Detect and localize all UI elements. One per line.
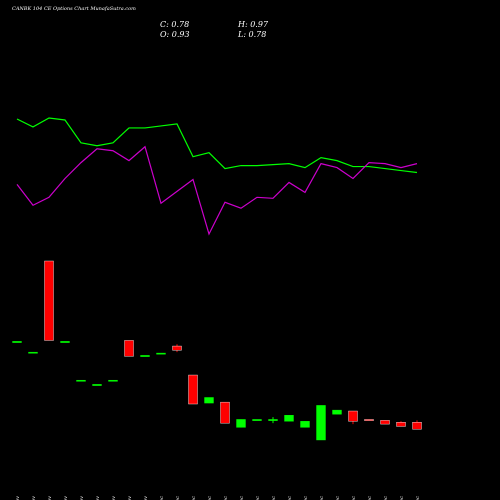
indicator-line [16,117,418,174]
candle-body [12,341,22,343]
candle-body [412,422,422,430]
candle-body [364,419,374,421]
candle-body [252,419,262,421]
x-tick-label: 17 Nov [15,496,21,500]
x-tick-label: 12 Dec [271,496,277,500]
candle-body [284,415,294,422]
candle-body [172,345,182,351]
candle-body [332,409,342,415]
candle-body [268,419,278,421]
candle-body [188,374,198,405]
candle-body [108,379,118,382]
candle-body [76,379,86,382]
candle-body [156,352,166,355]
x-tick-label: 27 Nov [143,496,149,500]
low-label: L: 0.78 [237,30,266,39]
indicator-line [16,145,418,236]
x-tick-label: 25 Nov [111,496,117,500]
high-label: H: 0.97 [237,20,269,29]
candle-body [220,401,230,424]
x-tick-label: 24 Nov [95,496,101,500]
x-tick-label: 02 Dec [175,496,181,500]
open-label: O: 0.93 [160,30,190,39]
x-tick-label: 03 Dec [191,496,197,500]
x-tick-label: 05 Dec [223,496,229,500]
x-tick-label: 15 Dec [287,496,293,500]
x-tick-label: 18 Nov [31,496,37,500]
candle-body [44,260,54,341]
candle-body [300,421,310,428]
candle-body [380,420,390,425]
candle-body [396,422,406,427]
x-tick-label: 24 Dec [399,496,405,500]
candle-body [92,384,102,386]
x-tick-label: 04 Dec [207,496,213,500]
x-tick-label: 26 Dec [415,496,421,500]
x-tick-label: 23 Dec [383,496,389,500]
candle-body [236,419,246,428]
x-tick-label: 18 Dec [335,496,341,500]
candle-body [60,341,70,343]
candle-body [140,355,150,357]
x-tick-label: 01 Dec [159,496,165,500]
x-tick-label: 21 Nov [79,496,85,500]
candle-body [204,397,214,404]
candle-body [348,410,358,422]
close-label: C: 0.78 [160,20,189,29]
x-tick-label: 20 Nov [63,496,69,500]
x-tick-label: 19 Nov [47,496,53,500]
x-tick-label: 16 Dec [303,496,309,500]
x-tick-label: 19 Dec [351,496,357,500]
chart-title: CANBK 104 CE Options Chart MunafaSutra.c… [12,6,136,12]
x-tick-label: 22 Dec [367,496,373,500]
x-tick-label: 26 Nov [127,496,133,500]
x-tick-label: 08 Dec [239,496,245,500]
candle-body [316,405,326,441]
candle-body [28,351,38,354]
x-tick-label: 17 Dec [319,496,325,500]
x-tick-label: 09 Dec [255,496,261,500]
candle-body [124,340,134,357]
